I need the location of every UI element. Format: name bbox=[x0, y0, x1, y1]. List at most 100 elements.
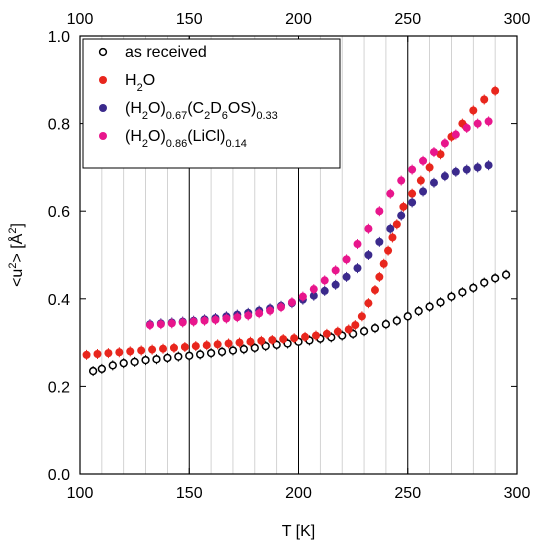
data-point bbox=[126, 347, 135, 356]
top-tick-label: 150 bbox=[176, 11, 203, 28]
tick-labels: 100 150 200 250 300 100 150 200 250 300 0.0 0.2 0.4 0… bbox=[48, 11, 531, 502]
data-point bbox=[277, 303, 286, 312]
data-point bbox=[397, 176, 406, 185]
data-point bbox=[213, 340, 222, 349]
data-point bbox=[167, 319, 176, 328]
data-point bbox=[388, 233, 397, 242]
data-point bbox=[473, 119, 482, 128]
data-point bbox=[364, 299, 373, 308]
y-tick-label: 0.2 bbox=[48, 379, 70, 396]
legend-subscript: 0.14 bbox=[225, 138, 246, 150]
data-point bbox=[353, 240, 362, 249]
data-point bbox=[436, 298, 445, 307]
data-point bbox=[364, 251, 373, 259]
data-point bbox=[458, 288, 467, 297]
data-point bbox=[301, 332, 310, 341]
data-point bbox=[484, 117, 493, 126]
data-point bbox=[233, 313, 242, 322]
y-tick-label: 0.4 bbox=[48, 292, 70, 309]
legend-label: (H2O)0.86(LiCl)0.14 bbox=[125, 128, 247, 150]
x-axis-label: T [K] bbox=[282, 523, 316, 540]
data-point bbox=[480, 278, 489, 287]
data-point bbox=[279, 335, 288, 344]
data-point bbox=[93, 349, 102, 358]
data-point bbox=[429, 148, 438, 157]
data-point bbox=[222, 314, 231, 323]
data-point bbox=[440, 139, 449, 148]
data-point bbox=[202, 341, 211, 350]
data-point bbox=[180, 342, 189, 351]
x-tick-label: 100 bbox=[67, 485, 94, 502]
y-label-sup: 2 bbox=[7, 228, 19, 234]
data-point bbox=[185, 351, 194, 360]
data-point bbox=[375, 272, 384, 281]
data-point bbox=[152, 355, 161, 364]
data-point bbox=[357, 312, 366, 321]
data-point bbox=[331, 280, 340, 289]
data-point bbox=[408, 198, 417, 207]
data-point bbox=[353, 264, 362, 273]
data-point bbox=[491, 86, 500, 95]
data-point bbox=[239, 345, 249, 354]
legend-text: (H bbox=[125, 128, 142, 145]
legend-subscript: 2 bbox=[204, 110, 210, 122]
y-tick-label: 0.0 bbox=[48, 467, 70, 484]
legend-text: O) bbox=[148, 100, 166, 117]
data-point bbox=[235, 338, 244, 347]
data-point bbox=[386, 189, 395, 198]
legend-text: (C bbox=[187, 100, 204, 117]
data-point bbox=[82, 350, 91, 359]
data-point bbox=[169, 343, 178, 352]
data-point bbox=[386, 224, 395, 233]
x-tick-label: 300 bbox=[504, 485, 531, 502]
data-point bbox=[480, 95, 489, 104]
data-point bbox=[320, 276, 329, 285]
legend-box bbox=[82, 38, 341, 169]
data-point bbox=[130, 357, 139, 367]
data-point bbox=[419, 156, 428, 165]
data-point bbox=[322, 329, 331, 338]
data-point bbox=[379, 259, 388, 268]
legend-label: as received bbox=[125, 44, 207, 61]
data-point bbox=[384, 246, 393, 255]
data-point bbox=[97, 364, 106, 374]
data-point bbox=[211, 315, 220, 324]
data-point bbox=[250, 343, 259, 353]
data-point bbox=[331, 266, 340, 275]
legend-subscript: 6 bbox=[222, 110, 228, 122]
data-point bbox=[451, 130, 460, 139]
data-point bbox=[196, 350, 205, 359]
legend-marker bbox=[99, 132, 107, 140]
data-point bbox=[392, 316, 401, 325]
legend-text: O bbox=[143, 72, 155, 89]
legend-text: (LiCl) bbox=[187, 128, 225, 145]
data-point bbox=[425, 302, 434, 311]
data-point bbox=[159, 344, 168, 353]
top-tick-label: 300 bbox=[504, 11, 531, 28]
data-point bbox=[119, 359, 128, 368]
data-point bbox=[224, 339, 233, 348]
legend-subscript: 0.33 bbox=[256, 110, 277, 122]
y-tick-label: 0.8 bbox=[48, 117, 70, 134]
legend-label: (H2O)0.67(C2D6OS)0.33 bbox=[125, 100, 278, 122]
data-point bbox=[115, 348, 124, 357]
data-point bbox=[359, 327, 369, 336]
data-point bbox=[287, 298, 296, 307]
data-point bbox=[244, 311, 253, 320]
data-point bbox=[462, 123, 471, 132]
data-point bbox=[370, 286, 379, 295]
data-point bbox=[311, 331, 320, 340]
legend: as receivedH2O(H2O)0.67(C2D6OS)0.33(H2O)… bbox=[82, 38, 341, 169]
y-tick-label: 0.6 bbox=[48, 204, 70, 221]
data-point bbox=[104, 349, 113, 358]
data-point bbox=[228, 346, 238, 355]
data-point bbox=[408, 165, 417, 174]
legend-subscript: 0.67 bbox=[166, 110, 187, 122]
x-tick-label: 150 bbox=[176, 485, 203, 502]
top-tick-label: 100 bbox=[67, 11, 94, 28]
data-point bbox=[484, 161, 493, 170]
data-point bbox=[333, 327, 342, 336]
data-point bbox=[141, 355, 150, 365]
y-label-sup: 2 bbox=[7, 263, 19, 269]
